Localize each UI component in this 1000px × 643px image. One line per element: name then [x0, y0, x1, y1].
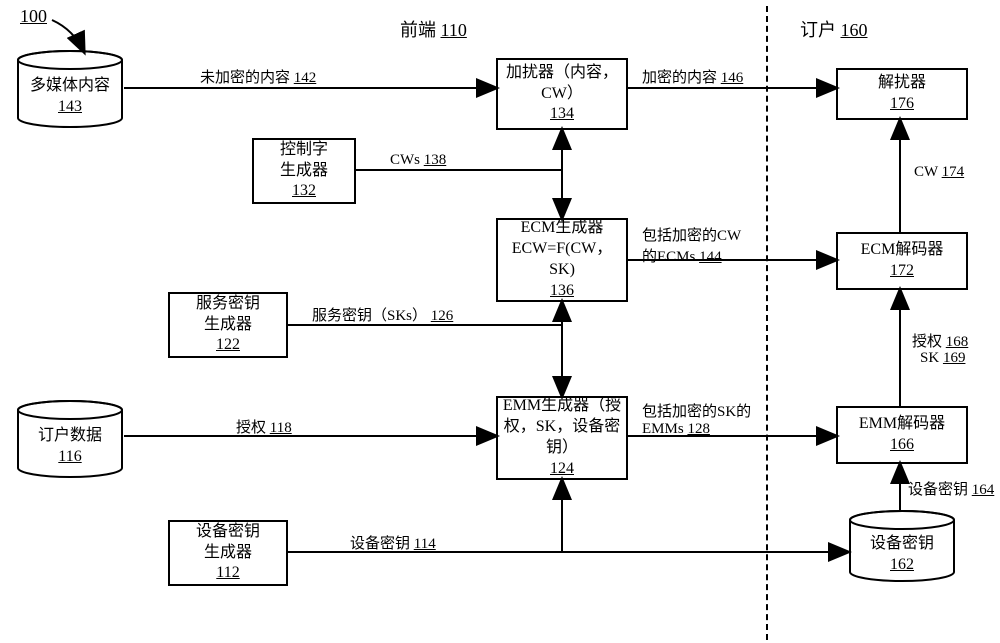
descrambler-box: 解扰器 176 [836, 68, 968, 120]
label-devkey: 设备密钥 114 [350, 532, 436, 553]
ecm-decoder-box: ECM解码器 172 [836, 232, 968, 290]
label-cws: CWs 138 [390, 152, 446, 169]
label-devkey-up: 设备密钥 164 [908, 478, 994, 499]
frontend-title: 前端 110 [400, 16, 467, 42]
label-encrypted: 加密的内容 146 [642, 66, 743, 87]
label-unencrypted: 未加密的内容 142 [200, 66, 316, 87]
ecm-generator-box: ECM生成器 ECW=F(CW，SK) 136 [496, 218, 628, 302]
figure-number: 100 [20, 6, 47, 27]
dkgen-label: 设备密钥 生成器 [196, 522, 260, 564]
label-sk169: SK 169 [920, 350, 965, 367]
label-sks: 服务密钥（SKs） 126 [312, 304, 453, 325]
cw-generator-box: 控制字 生成器 132 [252, 138, 356, 204]
subscriber-title: 订户 160 [800, 16, 868, 42]
emm-decoder-box: EMM解码器 166 [836, 406, 968, 464]
subscriber-data-db: 订户数据 116 [16, 400, 124, 478]
device-key-db: 设备密钥 162 [848, 510, 956, 582]
scrambler-box: 加扰器（内容，CW） 134 [496, 58, 628, 130]
label-cw174: CW 174 [914, 164, 964, 181]
cwgen-label: 控制字 生成器 [280, 140, 328, 182]
label-auth168: 授权 168 [912, 330, 968, 351]
section-divider [766, 6, 768, 640]
skgen-label: 服务密钥 生成器 [196, 294, 260, 336]
ecmgen-label: ECM生成器 ECW=F(CW，SK) [502, 218, 622, 280]
dk-generator-box: 设备密钥 生成器 112 [168, 520, 288, 586]
label-emms: 包括加密的SK的 EMMs 128 [642, 400, 772, 438]
multimedia-content-db: 多媒体内容 143 [16, 50, 124, 128]
sk-generator-box: 服务密钥 生成器 122 [168, 292, 288, 358]
label-auth: 授权 118 [236, 416, 292, 437]
emm-generator-box: EMM生成器（授权，SK，设备密钥） 124 [496, 396, 628, 480]
label-ecms: 包括加密的CW 的ECMs 144 [642, 224, 762, 266]
